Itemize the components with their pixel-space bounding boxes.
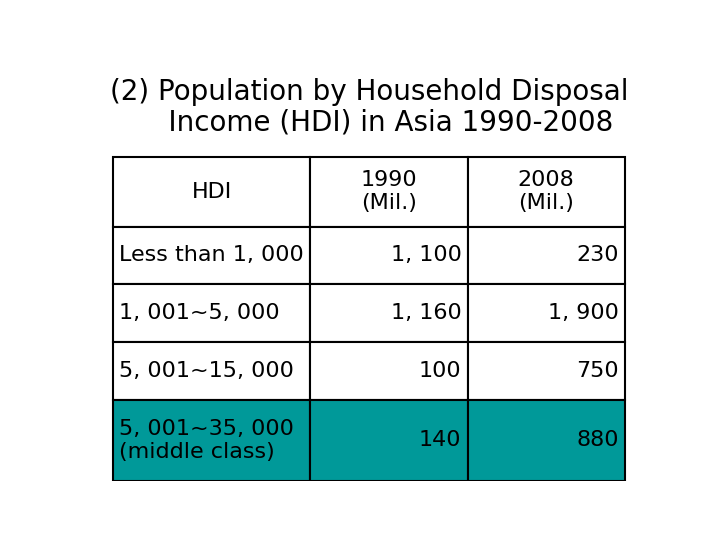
Text: Income (HDI) in Asia 1990-2008: Income (HDI) in Asia 1990-2008 [125,109,613,137]
Bar [468,157,625,226]
Text: 1, 100: 1, 100 [391,245,462,265]
Bar [113,400,310,481]
Text: 1990
(Mil.): 1990 (Mil.) [361,170,418,213]
Bar [113,226,310,284]
Bar [468,342,625,400]
Text: 5, 001~35, 000
(middle class): 5, 001~35, 000 (middle class) [120,418,294,462]
Bar [468,226,625,284]
Text: (2) Population by Household Disposal: (2) Population by Household Disposal [109,78,629,106]
Text: 2008
(Mil.): 2008 (Mil.) [518,170,575,213]
Bar [113,284,310,342]
Text: 1, 900: 1, 900 [548,303,618,323]
Text: 140: 140 [419,430,462,450]
Bar [113,157,310,226]
Text: Less than 1, 000: Less than 1, 000 [120,245,304,265]
Bar [468,400,625,481]
Text: 5, 001~15, 000: 5, 001~15, 000 [120,361,294,381]
Bar [310,226,468,284]
Bar [310,400,468,481]
Text: 750: 750 [576,361,618,381]
Text: 230: 230 [576,245,618,265]
Text: 1, 001~5, 000: 1, 001~5, 000 [120,303,280,323]
Bar [468,284,625,342]
Bar [310,284,468,342]
Text: 100: 100 [419,361,462,381]
Text: HDI: HDI [192,182,232,202]
Bar [113,342,310,400]
Bar [310,342,468,400]
Bar [310,157,468,226]
Text: 880: 880 [576,430,618,450]
Text: 1, 160: 1, 160 [391,303,462,323]
